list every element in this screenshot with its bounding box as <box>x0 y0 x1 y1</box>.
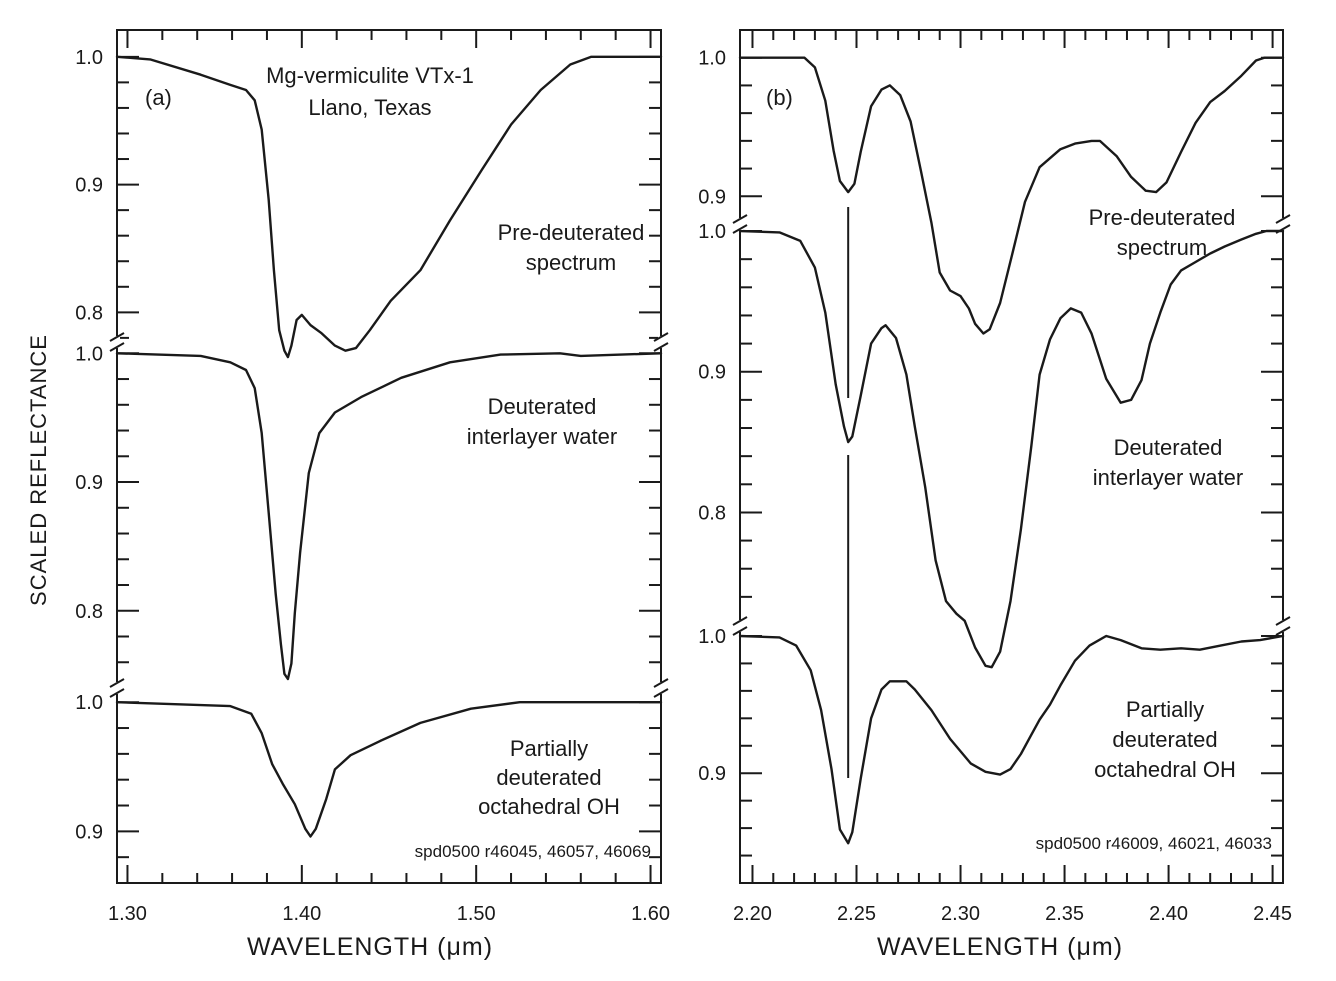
axis-break-mark <box>653 342 669 352</box>
x-tick-label: 1.50 <box>457 903 496 925</box>
axis-break-mark <box>109 688 125 698</box>
panel-a-run-note: spd0500 r46045, 46057, 46069 <box>415 842 651 861</box>
axis-break-gap <box>658 682 664 694</box>
axis-break-mark <box>653 678 669 688</box>
y-axis-label: SCALED REFLECTANCE <box>26 334 51 606</box>
panel-a-series-1-label-2: spectrum <box>526 250 616 275</box>
panel-b-run-note: spd0500 r46009, 46021, 46033 <box>1036 834 1272 853</box>
axis-break-gap <box>114 682 120 694</box>
spectrum-line-3 <box>738 634 1285 845</box>
axis-break-mark <box>109 342 125 352</box>
spectrum-line-2 <box>115 352 663 681</box>
axis-break-gap <box>658 336 664 348</box>
panel-a-x-axis-label: WAVELENGTH (μm) <box>247 933 493 961</box>
panel-b-series-3-label-3: octahedral OH <box>1094 757 1236 782</box>
y-tick-label: 0.8 <box>698 502 726 524</box>
axis-break-mark <box>732 626 748 636</box>
y-tick-label: 0.9 <box>698 763 726 785</box>
y-tick-label: 0.9 <box>75 175 103 197</box>
y-tick-label: 1.0 <box>698 626 726 648</box>
panel-b-series-2-label-2: interlayer water <box>1093 465 1243 490</box>
axis-break-mark <box>732 214 748 224</box>
axis-break-gap <box>737 218 743 230</box>
axis-break-gap <box>737 620 743 632</box>
panel-b: (b) Pre-deuterated spectrum Deuterated i… <box>766 85 1272 961</box>
panel-b-series-3-label-1: Partially <box>1126 697 1204 722</box>
spectrum-line-1 <box>738 56 1285 335</box>
panel-a-series-3-label-2: deuterated <box>496 765 601 790</box>
panel-a-series-3-label-3: octahedral OH <box>478 794 620 819</box>
axis-break-gap <box>1280 218 1286 230</box>
y-tick-label: 1.0 <box>698 221 726 243</box>
panel-b-label: (b) <box>766 85 793 110</box>
y-tick-label: 1.0 <box>75 47 103 69</box>
axis-break-mark <box>1275 214 1291 224</box>
x-tick-label: 2.30 <box>941 903 980 925</box>
panel-b-series-1-label-1: Pre-deuterated <box>1089 205 1236 230</box>
panel-a-title-line-2: Llano, Texas <box>308 95 431 120</box>
panel-b-series-3-label-2: deuterated <box>1112 727 1217 752</box>
spectrum-line-2 <box>738 229 1285 669</box>
x-tick-label: 1.60 <box>631 903 670 925</box>
axis-break-gap <box>1280 620 1286 632</box>
axis-break-mark <box>109 332 125 342</box>
panel-b-plot: 2.20 2.25 2.30 2.35 2.40 2.45 1.0 0.9 1.0 0.9 0.8 1… <box>698 29 1292 925</box>
y-tick-label: 0.8 <box>75 302 103 324</box>
y-tick-label: 0.9 <box>698 362 726 384</box>
panel-a-series-3-label-1: Partially <box>510 736 588 761</box>
y-tick-label: 1.0 <box>698 48 726 70</box>
axis-break-mark <box>653 688 669 698</box>
y-tick-label: 0.8 <box>75 601 103 623</box>
axis-break-mark <box>732 616 748 626</box>
x-tick-label: 2.45 <box>1253 903 1292 925</box>
x-tick-label: 1.30 <box>108 903 147 925</box>
panel-b-series-1-label-2: spectrum <box>1117 235 1207 260</box>
panel-a-title-line-1: Mg-vermiculite VTx-1 <box>266 63 474 88</box>
axis-break-mark <box>653 332 669 342</box>
x-tick-label: 2.40 <box>1149 903 1188 925</box>
spectrum-line-3 <box>115 701 663 838</box>
x-tick-label: 2.35 <box>1045 903 1084 925</box>
axis-break-mark <box>1275 224 1291 234</box>
panel-a-label: (a) <box>145 85 172 110</box>
panel-a-plot: 1.30 1.40 1.50 1.60 1.0 0.9 0.8 1.0 0.9 0.8 1.0 0.9 <box>75 29 670 925</box>
panel-a-series-1-label-1: Pre-deuterated <box>498 220 645 245</box>
x-tick-label: 2.25 <box>837 903 876 925</box>
spectrum-line-1 <box>115 55 663 359</box>
panel-a-series-2-label-1: Deuterated <box>488 394 597 419</box>
panel-b-series-2-label-1: Deuterated <box>1114 435 1223 460</box>
axis-break-mark <box>1275 626 1291 636</box>
x-tick-label: 2.20 <box>733 903 772 925</box>
axis-break-gap <box>114 336 120 348</box>
panel-a: (a) Mg-vermiculite VTx-1 Llano, Texas Pr… <box>145 63 651 961</box>
y-tick-label: 0.9 <box>75 472 103 494</box>
axis-break-mark <box>732 224 748 234</box>
x-tick-label: 1.40 <box>282 903 321 925</box>
panel-a-series-2-label-2: interlayer water <box>467 424 617 449</box>
axis-break-mark <box>1275 616 1291 626</box>
axis-break-mark <box>109 678 125 688</box>
y-tick-label: 1.0 <box>75 692 103 714</box>
y-tick-label: 0.9 <box>75 821 103 843</box>
y-tick-label: 1.0 <box>75 343 103 365</box>
panel-b-x-axis-label: WAVELENGTH (μm) <box>877 933 1123 961</box>
y-tick-label: 0.9 <box>698 186 726 208</box>
